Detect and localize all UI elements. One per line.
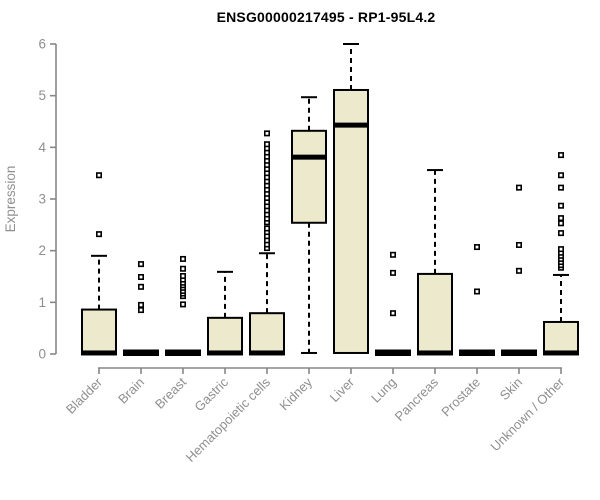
outlier-point [515, 241, 522, 248]
outlier-point [138, 274, 145, 281]
y-tick-label: 5 [38, 88, 46, 103]
outlier-point [389, 251, 396, 258]
outlier-point [557, 230, 564, 237]
iqr-box [207, 316, 243, 356]
box-group-unknown-other [543, 152, 579, 356]
box-group-hematopoietic-cells [249, 130, 285, 356]
outlier-point [557, 172, 564, 179]
median-line [333, 122, 369, 128]
iqr-box [543, 320, 579, 356]
box-group-brain [123, 261, 159, 356]
collapsed-box [375, 349, 411, 356]
outlier-point [515, 267, 522, 274]
box-group-liver [333, 43, 369, 354]
outlier-point [138, 301, 145, 308]
box-group-pancreas [417, 169, 453, 356]
x-tick-label-prostate: Prostate [438, 375, 483, 420]
outlier-point [180, 265, 187, 272]
outlier-point [389, 310, 396, 317]
iqr-box [417, 272, 453, 355]
iqr-box [291, 129, 327, 224]
outlier-point [180, 301, 187, 308]
collapsed-box [165, 349, 201, 356]
outlier-point [557, 184, 564, 191]
outlier-point [473, 288, 480, 295]
y-tick-label: 1 [38, 295, 46, 310]
outlier-point [263, 130, 270, 137]
collapsed-box [123, 349, 159, 356]
iqr-box [249, 312, 285, 355]
iqr-box [81, 308, 117, 356]
outlier-point [389, 269, 396, 276]
y-axis: 0 1 2 3 4 5 6 Expression [3, 37, 57, 362]
collapsed-box [501, 349, 537, 356]
x-tick-label-brain: Brain [115, 375, 147, 407]
median-line [81, 350, 117, 356]
x-tick-label-bladder: Bladder [63, 374, 106, 417]
box-group-lung [375, 251, 411, 356]
outlier-point [96, 231, 103, 238]
y-tick-label: 2 [38, 243, 46, 258]
outlier-point [557, 152, 564, 159]
outlier-point [473, 244, 480, 251]
x-tick-label-unknown-other: Unknown / Other [488, 374, 568, 454]
outlier-point [557, 215, 564, 222]
outlier-point [96, 172, 103, 179]
outlier-point [263, 141, 270, 148]
outlier-point [557, 246, 564, 253]
median-line [207, 350, 243, 356]
box-group-breast [165, 255, 201, 356]
y-tick-label: 0 [38, 347, 46, 362]
x-tick-label-kidney: Kidney [276, 374, 315, 413]
median-line [249, 350, 285, 356]
x-tick-label-pancreas: Pancreas [392, 374, 442, 424]
outlier-point [180, 255, 187, 262]
outlier-point [263, 225, 270, 232]
outlier-point [138, 283, 145, 290]
median-line [291, 154, 327, 160]
collapsed-box [459, 349, 495, 356]
box-group-kidney [291, 96, 327, 354]
outlier-point [138, 261, 145, 268]
outlier-point [557, 220, 564, 227]
y-axis-title: Expression [3, 166, 18, 233]
box-group-gastric [207, 270, 243, 356]
box-group-bladder [81, 172, 117, 356]
x-tick-label-breast: Breast [152, 374, 189, 411]
x-tick-label-gastric: Gastric [191, 374, 231, 414]
outlier-point [557, 202, 564, 209]
iqr-box [333, 88, 369, 354]
chart-title: ENSG00000217495 - RP1-95L4.2 [216, 9, 436, 25]
median-line [417, 350, 453, 356]
box-group-skin [501, 184, 537, 356]
outlier-point [515, 184, 522, 191]
box-group-prostate [459, 244, 495, 356]
y-tick-label: 4 [38, 140, 46, 155]
median-line [543, 350, 579, 356]
x-tick-label-lung: Lung [368, 375, 399, 406]
x-tick-label-liver: Liver [327, 374, 358, 405]
x-tick-label-skin: Skin [497, 375, 525, 403]
y-tick-label: 3 [38, 192, 46, 207]
outlier-point [180, 272, 187, 279]
outlier-point [138, 307, 145, 314]
y-tick-label: 6 [38, 37, 46, 52]
